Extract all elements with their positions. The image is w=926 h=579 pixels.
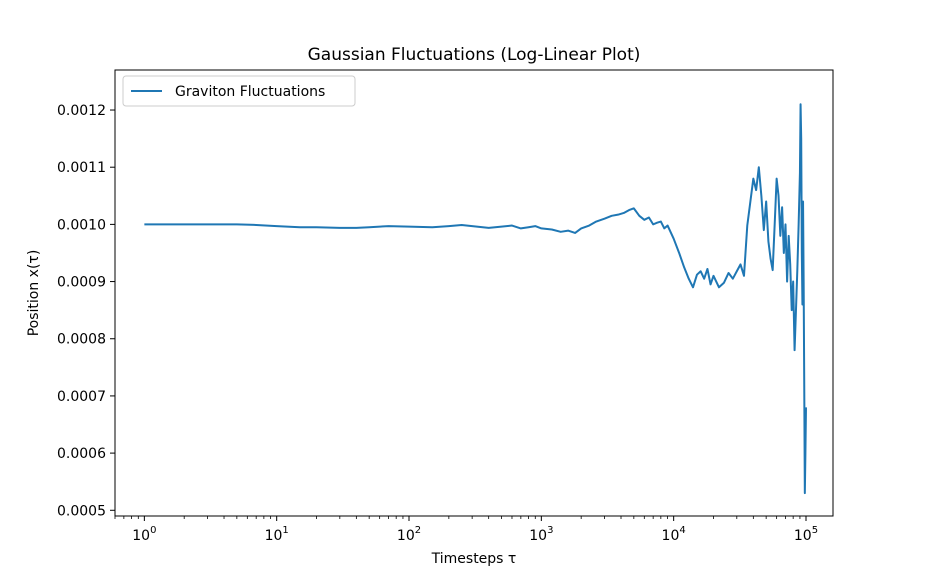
- chart-title: Gaussian Fluctuations (Log-Linear Plot): [308, 45, 641, 65]
- y-tick-label: 0.0005: [57, 503, 106, 519]
- y-tick-label: 0.0012: [57, 103, 106, 119]
- y-tick-label: 0.0011: [57, 160, 106, 176]
- y-axis-label: Position x(τ): [26, 250, 42, 337]
- x-tick-label: 104: [662, 525, 686, 544]
- y-axis: 0.0005 0.0006 0.0007 0.0008 0.0009 0.0010 0.00…: [57, 103, 115, 519]
- y-tick-label: 0.0010: [57, 217, 106, 233]
- y-tick-label: 0.0007: [57, 389, 106, 405]
- x-tick-label: 102: [397, 525, 421, 544]
- y-tick-label: 0.0006: [57, 446, 106, 462]
- legend-box: [122, 75, 356, 107]
- x-axis-label: Timesteps τ: [431, 551, 517, 567]
- legend: Graviton Fluctuations: [122, 75, 356, 107]
- x-tick-label: 100: [132, 525, 156, 544]
- x-tick-label: 105: [794, 525, 818, 544]
- x-tick-label: 103: [529, 525, 553, 544]
- legend-label: Graviton Fluctuations: [175, 84, 325, 100]
- series-line-graviton-fluctuations: [144, 103, 807, 495]
- x-tick-label: 101: [265, 525, 289, 544]
- plot-area-frame: [114, 69, 834, 517]
- y-tick-label: 0.0008: [57, 332, 106, 348]
- x-axis: 100 101 102 103 104 105: [114, 516, 818, 544]
- y-tick-label: 0.0009: [57, 275, 106, 291]
